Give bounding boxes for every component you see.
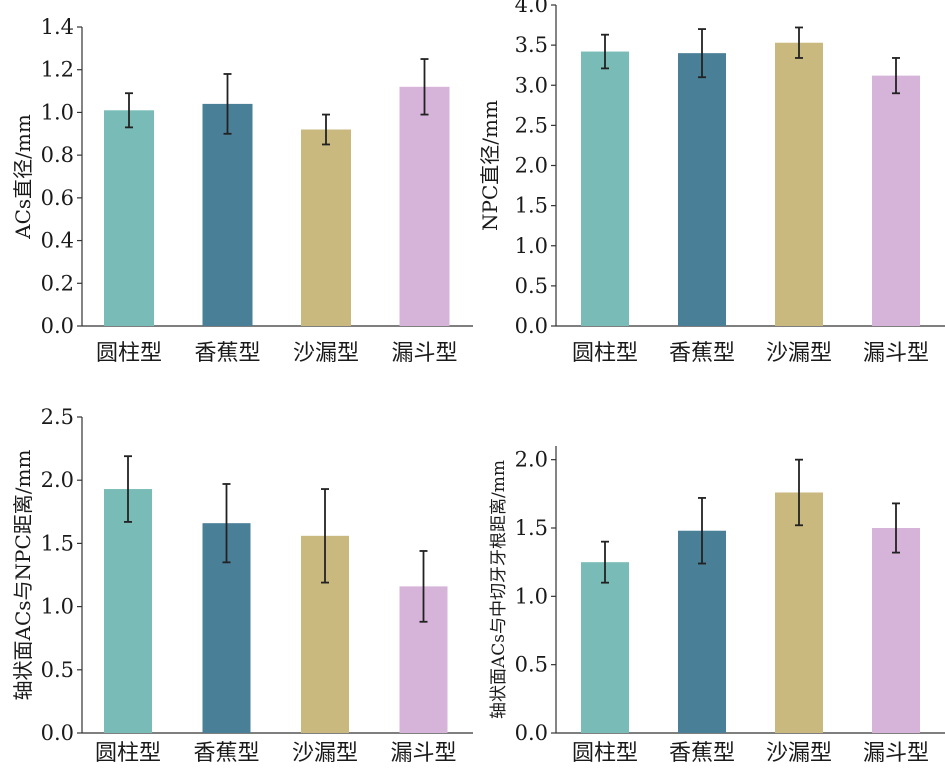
y-axis-title: ACs直径/mm (11, 114, 35, 240)
y-tick-label: 2.0 (515, 448, 548, 472)
y-tick-label: 1.0 (41, 595, 74, 619)
y-tick-label: 2.5 (41, 405, 74, 429)
y-tick-label: 2.0 (515, 154, 548, 178)
y-tick-label: 2.5 (515, 113, 548, 137)
bar (581, 562, 629, 733)
bar (775, 42, 823, 326)
bar (678, 53, 726, 327)
y-tick-label: 0.5 (515, 653, 548, 677)
bar (202, 103, 253, 326)
y-tick-label: 2.0 (41, 468, 74, 492)
y-tick-label: 0.0 (515, 314, 548, 338)
bar (301, 129, 351, 326)
bar (678, 530, 726, 733)
category-label: 香蕉型 (194, 341, 260, 366)
y-tick-label: 1.5 (515, 194, 548, 218)
y-tick-label: 0.8 (41, 143, 74, 167)
y-tick-label: 1.5 (515, 516, 548, 540)
y-axis-title: 轴状面ACs与NPC距离/mm (11, 449, 35, 700)
category-label: 漏斗型 (863, 741, 929, 766)
category-label: 圆柱型 (572, 741, 638, 766)
bar (872, 75, 920, 327)
bar (775, 492, 823, 733)
chart-panel-2: 0.0 0.5 1.0 1.5 2.0 2.5 3.0 3.5 4.0 圆柱型 香蕉型 沙漏型 漏斗型 N… (478, 0, 945, 366)
category-label: 漏斗型 (390, 741, 456, 766)
y-tick-label: 0.0 (41, 314, 74, 338)
category-label: 沙漏型 (766, 341, 832, 366)
category-label: 沙漏型 (766, 741, 832, 766)
y-tick-label: 0.2 (41, 271, 74, 295)
y-tick-label: 4.0 (515, 0, 548, 17)
category-label: 漏斗型 (391, 341, 457, 366)
category-label: 香蕉型 (669, 341, 735, 366)
y-tick-label: 0.5 (515, 274, 548, 298)
category-label: 漏斗型 (863, 341, 929, 366)
category-label: 沙漏型 (292, 741, 358, 766)
y-tick-label: 0.5 (41, 658, 74, 682)
bar (872, 528, 920, 733)
category-label: 圆柱型 (572, 341, 638, 366)
chart-panel-3: 0.0 0.5 1.0 1.5 2.0 2.5 圆柱型 香蕉型 沙漏型 漏斗型 轴状面ACs与NPC… (11, 405, 473, 766)
y-tick-label: 3.0 (515, 73, 548, 97)
y-axis-title: 轴状面ACs与中切牙牙根距离/mm (489, 460, 509, 719)
y-tick-label: 1.4 (41, 15, 74, 39)
y-tick-label: 1.0 (41, 100, 74, 124)
bar (399, 86, 450, 326)
category-label: 圆柱型 (96, 341, 162, 366)
bar (581, 51, 629, 327)
y-tick-label: 1.0 (515, 584, 548, 608)
category-label: 香蕉型 (193, 741, 259, 766)
y-tick-label: 0.4 (41, 229, 74, 253)
category-label: 香蕉型 (669, 741, 735, 766)
chart-panel-1: 0.0 0.2 0.4 0.6 0.8 1.0 1.2 1.4 圆柱型 香蕉型 沙漏型 漏斗型 ACs直… (11, 15, 473, 366)
bar (104, 110, 154, 327)
y-tick-label: 0.6 (41, 186, 74, 210)
category-label: 圆柱型 (95, 741, 161, 766)
y-tick-label: 0.0 (41, 721, 74, 745)
y-axis-title: NPC直径/mm (478, 100, 502, 231)
bar (104, 489, 152, 733)
y-tick-label: 1.0 (515, 234, 548, 258)
y-tick-label: 3.5 (515, 33, 548, 57)
y-tick-label: 1.5 (41, 531, 74, 555)
y-tick-label: 0.0 (515, 721, 548, 745)
chart-panel-4: 0.0 0.5 1.0 1.5 2.0 圆柱型 香蕉型 沙漏型 漏斗型 轴状面ACs与中切牙牙根距… (489, 446, 945, 766)
category-label: 沙漏型 (293, 341, 359, 366)
y-tick-label: 1.2 (41, 58, 74, 82)
